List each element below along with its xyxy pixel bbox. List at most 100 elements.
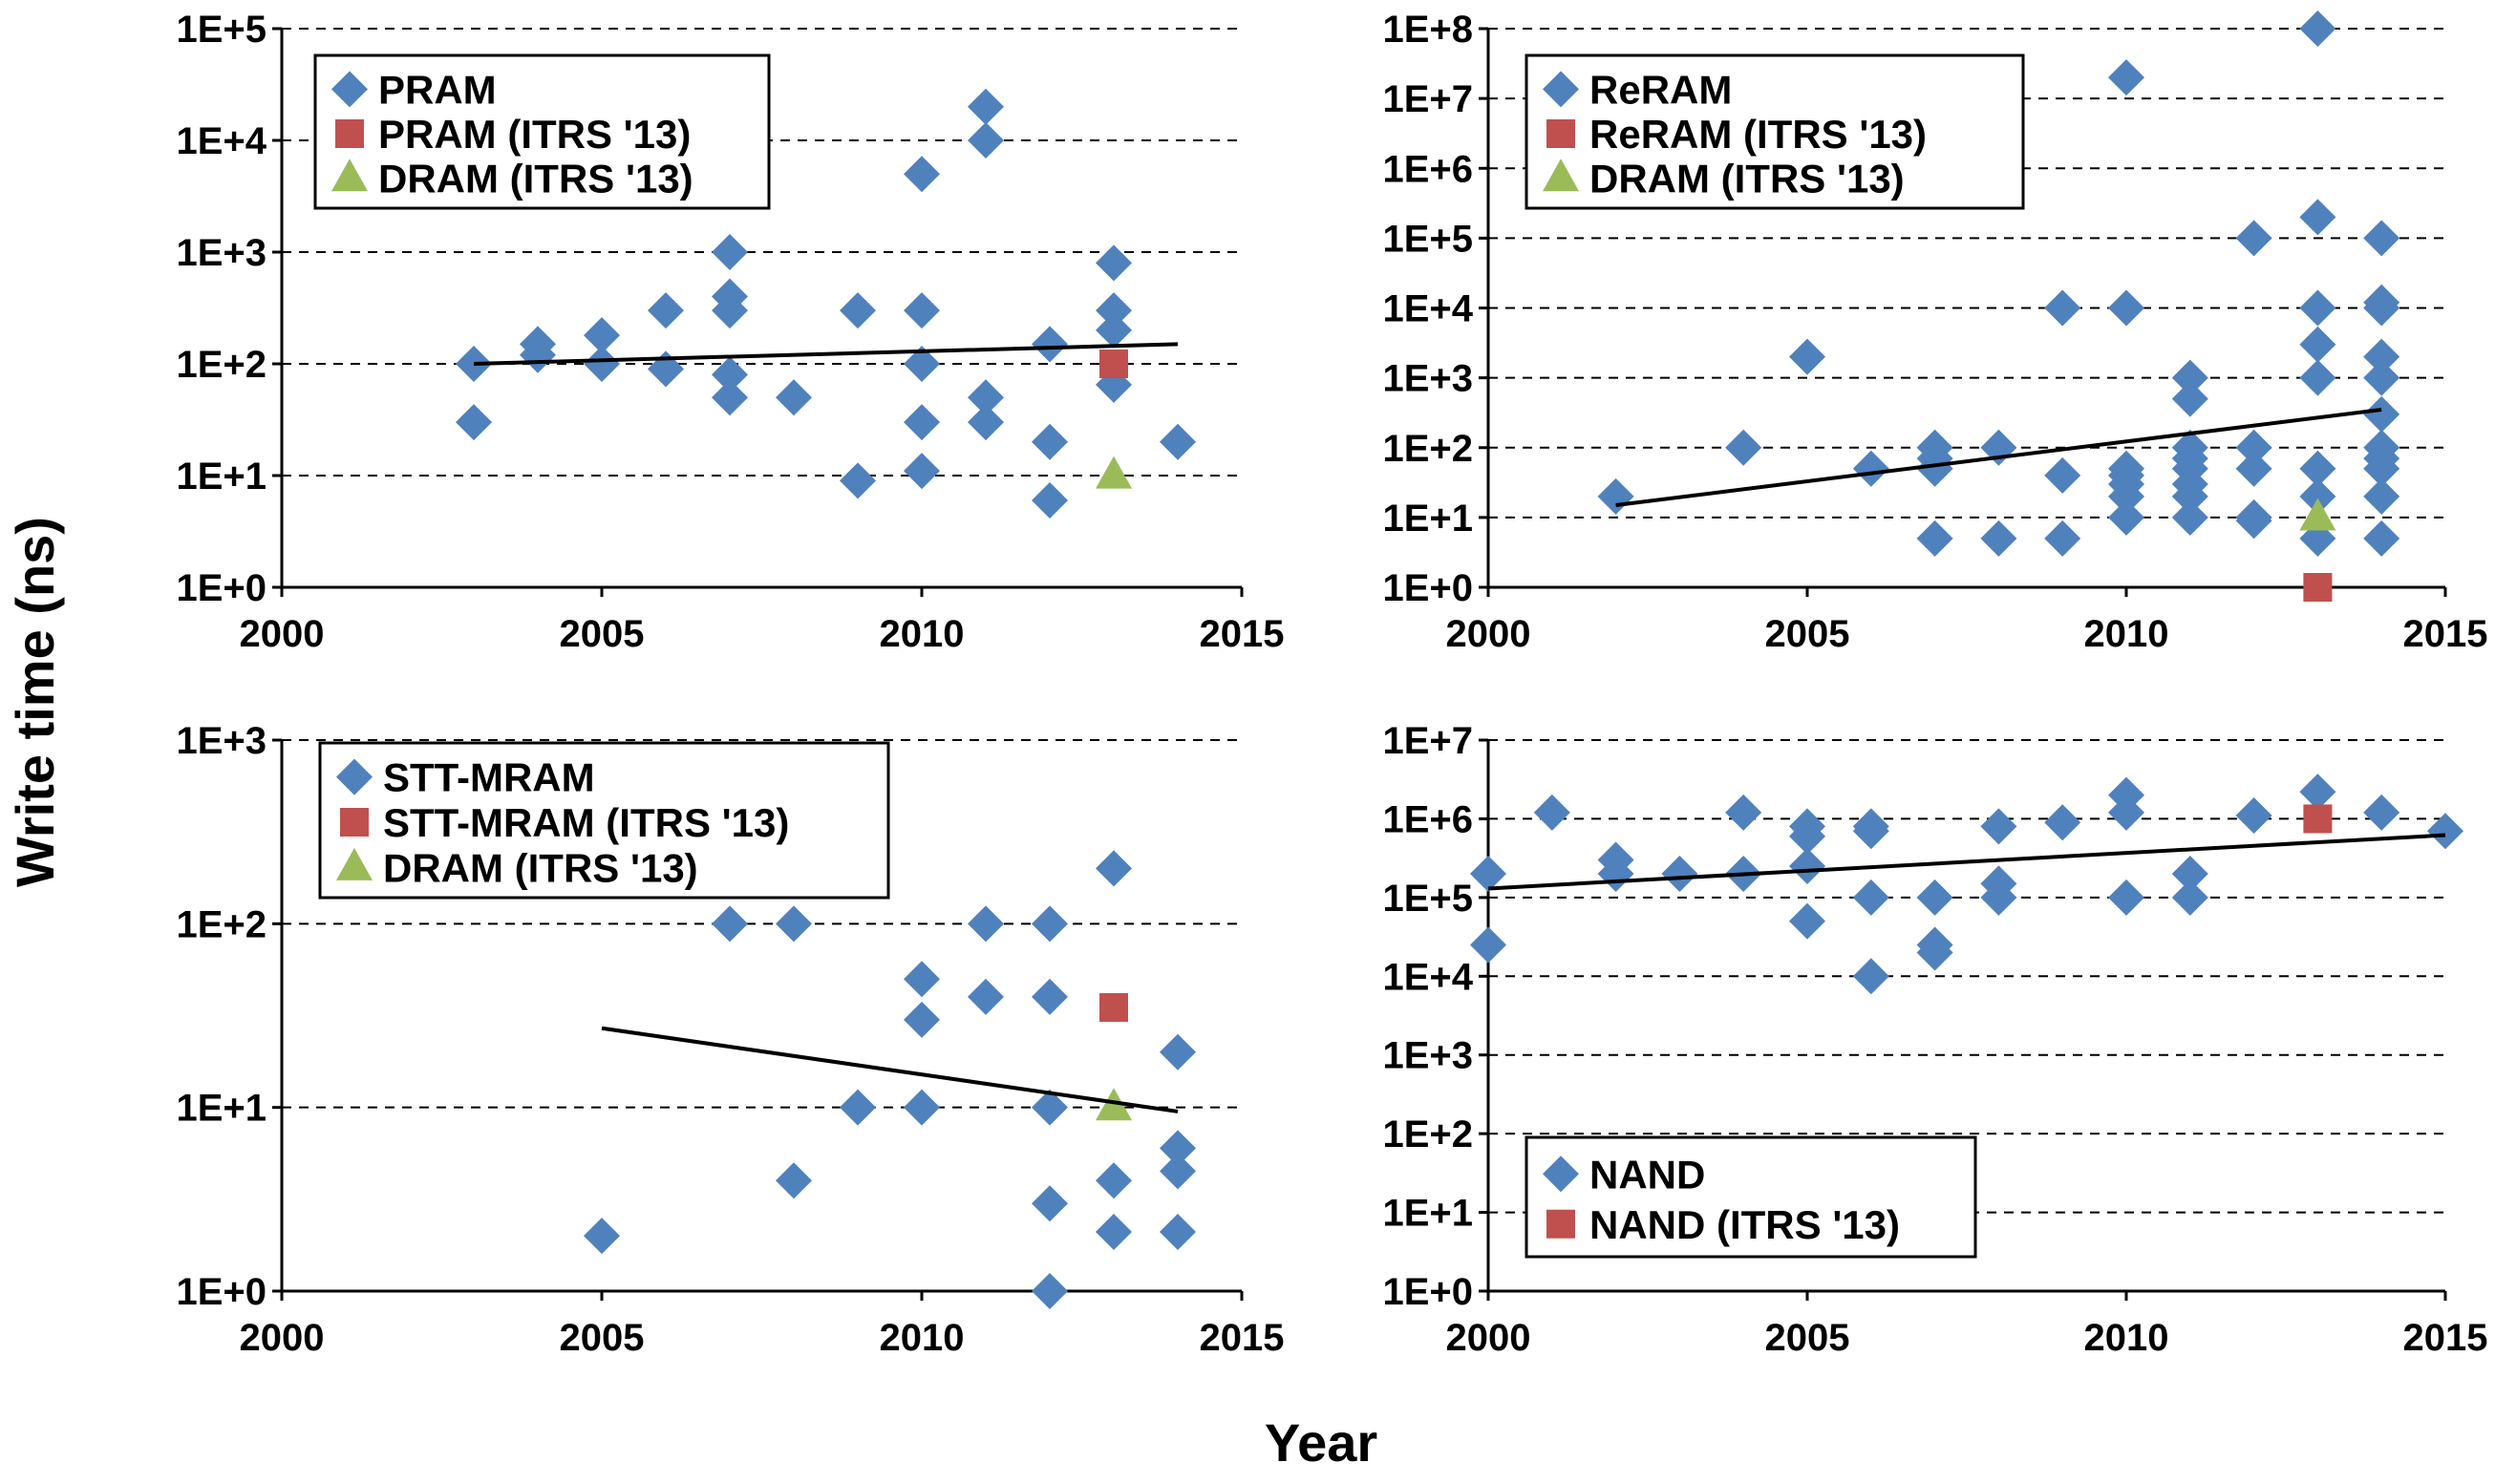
chart-1-diamond-point [968,122,1004,159]
chart-2-diamond-point [2171,359,2208,396]
chart-4-diamond-point [1789,817,1825,855]
chart-1-diamond-point [1160,423,1196,460]
chart-2-diamond-point [2108,477,2144,515]
chart-1-y-tick-label: 1E+0 [176,567,267,609]
chart-2-legend-label: DRAM (ITRS '13) [1589,157,1905,201]
chart-1-diamond-point [904,346,940,382]
chart-4-y-tick-label: 1E+1 [1382,1193,1473,1235]
chart-1-y-tick-label: 1E+3 [176,232,267,274]
chart-4-diamond-point [1533,794,1570,831]
chart-2-diamond-point [2299,359,2336,396]
chart-3-diamond-point [1160,1153,1196,1190]
chart-4-x-tick-label: 2010 [2084,1317,2169,1359]
chart-1-diamond-point [1096,311,1132,349]
chart-4-diamond-point [1852,958,1889,995]
chart-2-y-tick-label: 1E+7 [1382,78,1473,120]
chart-2-square-point [2303,573,2333,602]
y-axis-title: Write time (ns) [5,517,65,887]
chart-2-diamond-point [2299,289,2336,327]
chart-3-diamond-point [776,1162,812,1199]
chart-3-trendline [601,1026,1179,1113]
chart-2-diamond-point [2363,477,2400,515]
chart-4-legend-diamond-icon [1543,1155,1579,1193]
chart-1-legend-label: PRAM (ITRS '13) [378,112,691,157]
chart-2-diamond-point [2299,450,2336,487]
chart-3-diamond-point [1160,1214,1196,1251]
chart-3-legend-label: STT-MRAM (ITRS '13) [383,800,789,845]
chart-3-diamond-point [840,1089,876,1126]
chart-2-y-tick-label: 1E+4 [1382,288,1473,330]
chart-4-x-tick-label: 2015 [2403,1317,2488,1359]
chart-2-diamond-point [1916,519,1953,557]
chart-4-legend-square-icon [1546,1209,1575,1239]
chart-2-legend-triangle-icon [1543,159,1579,192]
chart-3-y-tick-label: 1E+0 [176,1271,267,1313]
chart-2-x-tick-label: 2015 [2403,613,2488,655]
chart-1-x-tick-label: 2005 [560,613,645,655]
chart-2-diamond-point [2108,289,2144,327]
chart-4-diamond-point [1852,879,1889,916]
chart-1-diamond-point [776,379,812,416]
chart-1-diamond-point [712,379,748,416]
chart-4-x-tick-label: 2005 [1765,1317,1850,1359]
chart-2-x-tick-label: 2000 [1446,613,1531,655]
chart-4-diamond-point [2108,794,2144,831]
chart-1-triangle-point [1096,456,1132,489]
chart-2-diamond-point [2044,519,2081,557]
chart-1-diamond-point [968,88,1004,125]
chart-3-square-point [1099,993,1128,1023]
chart-3-diamond-point [1160,1033,1196,1071]
chart-1-diamond-point [968,404,1004,441]
chart-3-diamond-point [968,978,1004,1015]
chart-4-y-tick-label: 1E+6 [1382,798,1473,840]
chart-4-diamond-point [1789,848,1825,885]
chart-4-diamond-point [2427,813,2463,850]
chart-4-y-tick-label: 1E+4 [1382,956,1473,998]
chart-1-legend-triangle-icon [331,159,368,192]
chart-4-diamond-point [1916,934,1953,971]
chart-2-diamond-point [2363,395,2400,433]
chart-3-legend-label: DRAM (ITRS '13) [383,845,698,890]
chart-3-diamond-point [1032,905,1068,943]
chart-1-square-point [1099,350,1128,378]
chart-1-diamond-point [584,317,620,354]
chart-2-legend-diamond-icon [1543,71,1579,108]
chart-4-legend-label: NAND (ITRS '13) [1589,1202,1900,1247]
chart-2-x-tick-label: 2010 [2084,613,2169,655]
chart-2-diamond-point [2363,289,2400,327]
chart-1-diamond-point [712,356,748,393]
chart-4-diamond-point [1980,808,2017,845]
chart-3-diamond-point [904,1089,940,1126]
chart-1-legend-box [313,53,771,210]
chart-2-y-tick-label: 1E+3 [1382,358,1473,400]
chart-1-diamond-point [1032,423,1068,460]
chart-2-diamond-point [2299,11,2336,47]
chart-3-y-tick-label: 1E+3 [176,720,267,762]
chart-3-diamond-point [776,905,812,943]
chart-4-legend-box [1525,1135,1977,1259]
chart-4-diamond-point [2108,879,2144,916]
chart-2-legend-label: ReRAM [1589,67,1732,112]
chart-3-x-tick-label: 2000 [240,1317,325,1359]
chart-3-diamond-point [904,1001,940,1038]
chart-2-diamond-point [2235,220,2272,257]
chart-2-diamond-point [2299,199,2336,236]
chart-4-diamond-point [2171,879,2208,916]
chart-3-diamond-point [904,961,940,998]
chart-3-legend-label: STT-MRAM [383,755,595,800]
chart-2-diamond-point [2171,477,2208,515]
chart-2-y-tick-label: 1E+8 [1382,9,1473,51]
chart-1-y-tick-label: 1E+4 [176,120,267,162]
chart-4-diamond-point [2363,794,2400,831]
chart-2-diamond-point [2235,502,2272,540]
chart-3-diamond-point [968,905,1004,943]
chart-4-diamond-point [2299,774,2336,811]
chart-2-triangle-point [2299,498,2336,531]
chart-3-legend-diamond-icon [336,758,373,795]
chart-1-x-tick-label: 2010 [880,613,965,655]
chart-1-diamond-point [904,156,940,193]
chart-1-y-tick-label: 1E+1 [176,456,267,498]
chart-4-diamond-point [1661,856,1698,893]
chart-4-diamond-point [2171,856,2208,893]
